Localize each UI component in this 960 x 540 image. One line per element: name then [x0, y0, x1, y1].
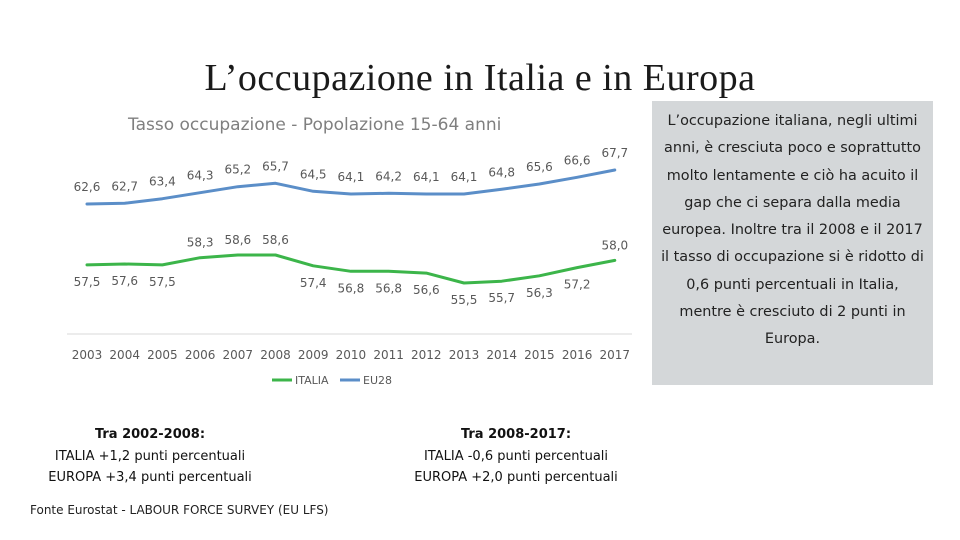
- x-tick-label: 2017: [600, 348, 631, 362]
- data-label-eu28: 64,3: [187, 169, 214, 183]
- data-label-eu28: 67,7: [601, 146, 628, 160]
- summary-2008-2017-europa: EUROPA +2,0 punti percentuali: [414, 470, 618, 485]
- data-label-eu28: 65,6: [526, 160, 553, 174]
- data-label-italia: 58,6: [262, 233, 289, 247]
- legend-label-italia: ITALIA: [295, 374, 329, 387]
- series-line-italia: [85, 253, 617, 285]
- data-label-italia: 56,6: [413, 283, 440, 297]
- data-label-eu28: 64,1: [413, 170, 440, 184]
- x-tick-label: 2007: [223, 348, 254, 362]
- summary-2008-2017-italia: ITALIA -0,6 punti percentuali: [423, 448, 609, 464]
- data-label-italia: 57,4: [300, 276, 327, 290]
- data-label-eu28: 64,2: [375, 169, 402, 183]
- x-tick-label: 2003: [72, 348, 103, 362]
- data-label-eu28: 62,7: [111, 179, 138, 193]
- data-label-eu28: 66,6: [564, 153, 591, 167]
- data-label-eu28: 64,1: [451, 170, 478, 184]
- data-label-eu28: 65,2: [224, 163, 251, 177]
- x-tick-label: 2010: [336, 348, 367, 362]
- series-line-eu28: [85, 168, 617, 206]
- x-tick-label: 2006: [185, 348, 216, 362]
- data-label-italia: 57,5: [74, 275, 101, 289]
- summary-2002-2008-title: Tra 2002-2008:: [94, 427, 206, 442]
- data-label-italia: 57,5: [149, 275, 176, 289]
- data-label-italia: 56,8: [375, 281, 402, 295]
- source-note: Fonte Eurostat - LABOUR FORCE SURVEY (EU…: [30, 503, 329, 517]
- x-tick-label: 2011: [373, 348, 404, 362]
- summary-2002-2008: Tra 2002-2008: ITALIA +1,2 punti percent…: [30, 424, 270, 489]
- x-tick-label: 2016: [562, 348, 593, 362]
- data-label-eu28: 64,5: [300, 167, 327, 181]
- x-tick-label: 2008: [260, 348, 291, 362]
- x-tick-label: 2015: [524, 348, 555, 362]
- data-label-eu28: 63,4: [149, 175, 176, 189]
- data-label-italia: 56,3: [526, 286, 553, 300]
- data-label-italia: 57,2: [564, 278, 591, 292]
- summary-2002-2008-italia: ITALIA +1,2 punti percentuali: [54, 448, 246, 464]
- summary-2002-2008-europa: EUROPA +3,4 punti percentuali: [48, 470, 252, 485]
- data-label-italia: 55,7: [488, 291, 515, 305]
- data-label-italia: 57,6: [111, 274, 138, 288]
- x-tick-label: 2005: [147, 348, 178, 362]
- data-label-italia: 58,6: [224, 233, 251, 247]
- data-label-italia: 58,0: [601, 238, 628, 252]
- summary-2008-2017-title: Tra 2008-2017:: [460, 427, 572, 442]
- data-label-eu28: 64,1: [338, 170, 365, 184]
- legend-label-eu28: EU28: [363, 374, 392, 387]
- commentary-box: L’occupazione italiana, negli ultimi ann…: [652, 101, 933, 385]
- data-label-italia: 55,5: [451, 293, 478, 307]
- slide-title: L’occupazione in Italia e in Europa: [204, 57, 756, 99]
- data-label-eu28: 62,6: [74, 180, 101, 194]
- summary-2008-2017: Tra 2008-2017: ITALIA -0,6 punti percent…: [396, 424, 636, 489]
- x-tick-label: 2004: [109, 348, 140, 362]
- data-label-eu28: 65,7: [262, 159, 289, 173]
- x-tick-label: 2012: [411, 348, 442, 362]
- data-label-eu28: 64,8: [488, 165, 515, 179]
- chart-title: Tasso occupazione - Popolazione 15-64 an…: [127, 115, 501, 135]
- data-label-italia: 56,8: [338, 281, 365, 295]
- data-label-italia: 58,3: [187, 236, 214, 250]
- x-tick-label: 2014: [486, 348, 517, 362]
- x-tick-label: 2013: [449, 348, 480, 362]
- x-tick-label: 2009: [298, 348, 329, 362]
